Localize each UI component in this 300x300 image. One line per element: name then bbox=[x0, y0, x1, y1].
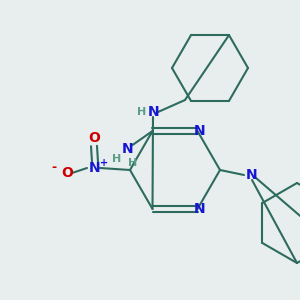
Text: N: N bbox=[194, 124, 205, 138]
Text: -: - bbox=[51, 160, 57, 173]
Text: O: O bbox=[88, 131, 100, 145]
Text: N: N bbox=[89, 161, 101, 175]
Text: O: O bbox=[61, 166, 73, 180]
Text: N: N bbox=[194, 202, 205, 216]
Text: +: + bbox=[100, 158, 108, 168]
Text: H: H bbox=[112, 154, 121, 164]
Text: N: N bbox=[122, 142, 133, 156]
Text: H: H bbox=[137, 107, 147, 117]
Text: N: N bbox=[148, 105, 160, 119]
Text: N: N bbox=[246, 168, 258, 182]
Text: H: H bbox=[128, 158, 137, 168]
